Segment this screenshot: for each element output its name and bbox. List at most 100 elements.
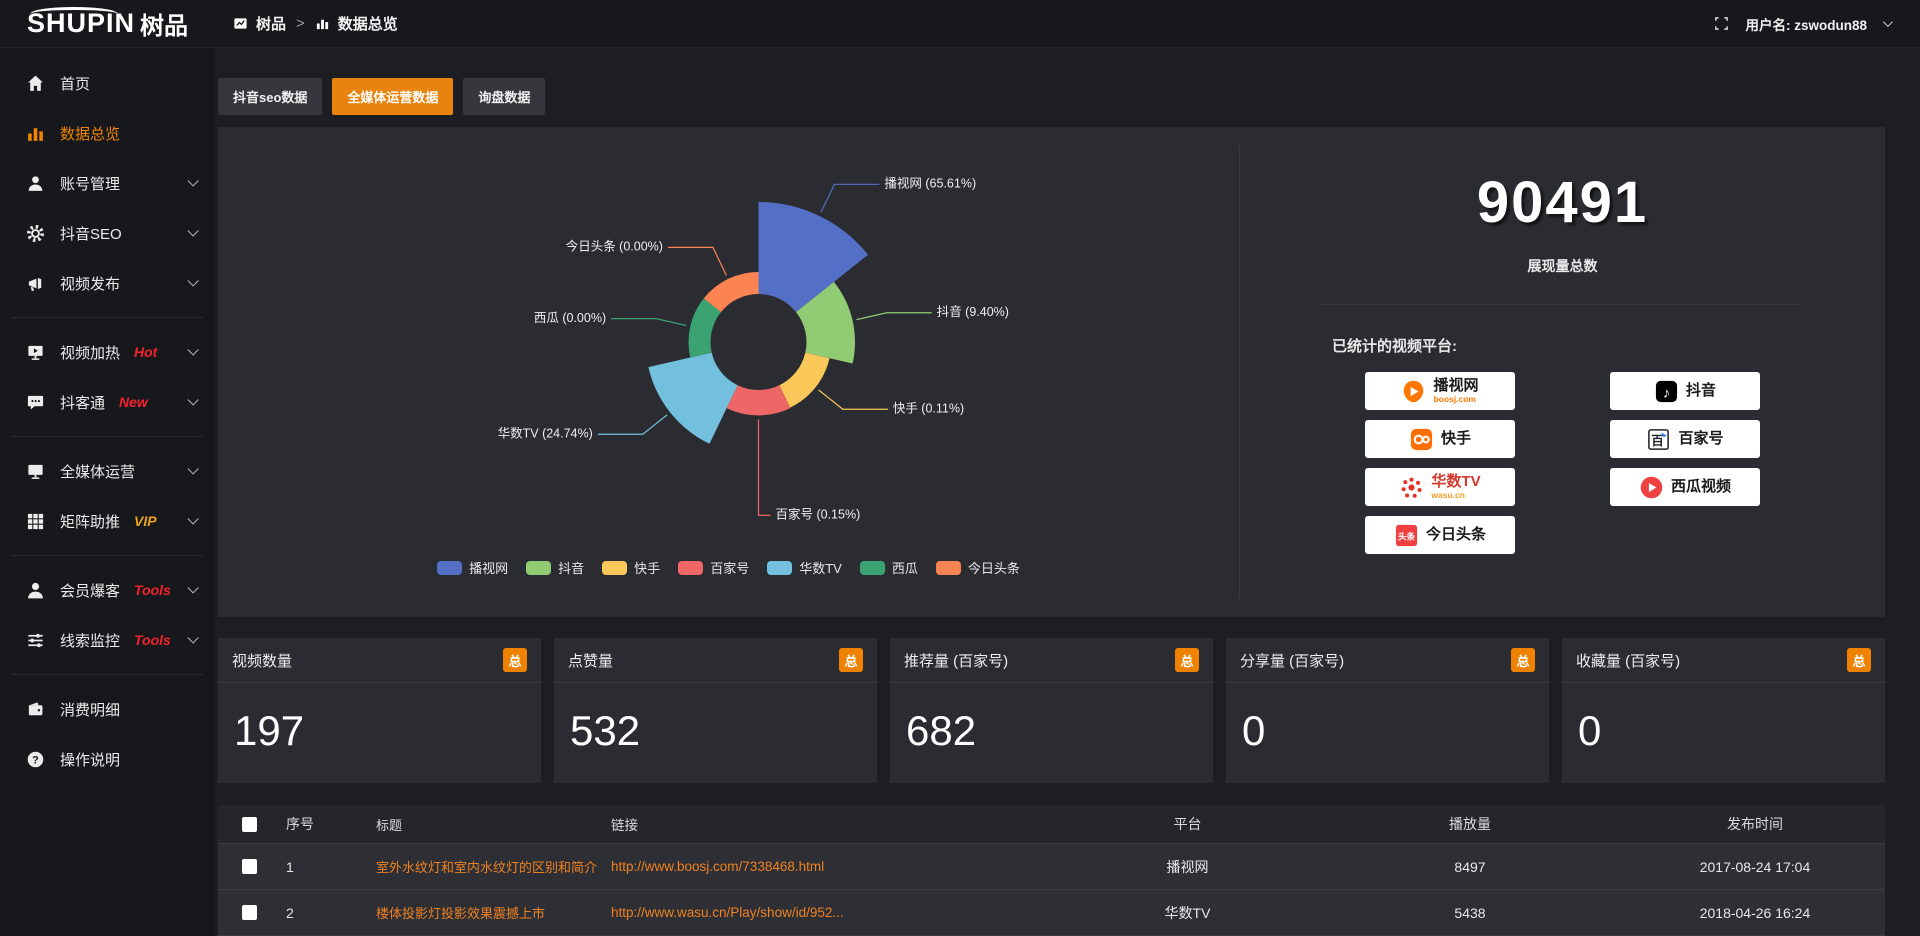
breadcrumb-root[interactable]: 树品 (256, 16, 287, 33)
cell-url-link[interactable]: http://www.wasu.cn/Play/show/id/952... (611, 905, 844, 920)
legend-label: 今日头条 (967, 561, 1020, 576)
legend-item[interactable]: 今日头条 (935, 558, 1020, 577)
col-seq: 序号 (286, 816, 314, 832)
label-line (818, 389, 888, 410)
pie-slice-百家号[interactable] (726, 385, 791, 416)
pie-label: 华数TV (24.74%) (498, 426, 593, 441)
douyin-logo-icon: ♪ (1654, 379, 1679, 404)
pie-slice-西瓜[interactable] (688, 298, 721, 358)
sidebar-item-16[interactable]: ? 操作说明 (0, 734, 215, 784)
platform-name: 快手 (1440, 429, 1471, 447)
pie-slice-今日头条[interactable] (703, 272, 759, 313)
legend-item[interactable]: 快手 (602, 558, 660, 577)
svg-text:♪: ♪ (1663, 385, 1670, 401)
total-badge: 总 (1847, 648, 1871, 672)
svg-text:?: ? (32, 754, 39, 766)
pie-label: 快手 (0.11%) (893, 402, 964, 416)
overview-panel: 播视网 (65.61%) 抖音 (9.40%) 快手 (0.11%) 百家号 (0.1… (218, 127, 1885, 617)
chevron-down-icon[interactable] (1882, 17, 1893, 28)
sidebar-item-6[interactable]: 视频加热 Hot (0, 327, 215, 377)
pie-label: 抖音 (9.40%) (937, 304, 1009, 319)
stat-card-label: 收藏量 (百家号) (1576, 652, 1681, 670)
legend-label: 播视网 (469, 561, 509, 576)
screen-icon (26, 343, 45, 362)
data-tabs: 抖音seo数据 全媒体运营数据 询盘数据 (218, 78, 1885, 115)
sidebar-item-2[interactable]: 账号管理 (0, 158, 215, 208)
logo-arc (30, 7, 118, 21)
username-label[interactable]: 用户名: zswodun88 (1745, 17, 1867, 33)
stat-card-label: 视频数量 (232, 652, 293, 670)
platform-name: 华数TV (1431, 473, 1481, 491)
legend-label: 抖音 (558, 561, 585, 576)
table-row-1: 2 楼体投影灯投影效果震撼上市 http://www.wasu.cn/Play/… (218, 889, 1885, 935)
app-logo[interactable]: SHUPIN 树品 (0, 6, 215, 41)
legend-item[interactable]: 西瓜 (859, 558, 918, 577)
stat-card-label: 分享量 (百家号) (1240, 652, 1345, 670)
tab-0[interactable]: 抖音seo数据 (218, 78, 323, 115)
toutiao-logo-icon: 头条 (1394, 523, 1419, 548)
pie-label: 西瓜 (0.00%) (534, 311, 606, 325)
legend-label: 快手 (634, 561, 661, 576)
table-row-0: 1 室外水纹灯和室内水纹灯的区别和简介 http://www.boosj.com… (218, 843, 1885, 889)
sidebar-item-9[interactable]: 全媒体运营 (0, 446, 215, 496)
sidebar-item-7[interactable]: 抖客通 New (0, 377, 215, 427)
row-checkbox[interactable] (241, 859, 257, 874)
row-checkbox[interactable] (241, 905, 257, 920)
pie-slice-华数TV[interactable] (648, 352, 738, 444)
sidebar-item-15[interactable]: 消费明细 (0, 684, 215, 734)
sidebar-item-label: 消费明细 (60, 701, 121, 719)
summary-divider (1320, 304, 1800, 305)
cell-platform: 华数TV (1164, 904, 1211, 921)
chevron-down-icon (187, 225, 199, 237)
tab-1[interactable]: 全媒体运营数据 (332, 78, 454, 115)
select-all-checkbox[interactable] (241, 816, 257, 832)
breadcrumb-current[interactable]: 数据总览 (337, 16, 398, 33)
cell-url-link[interactable]: http://www.boosj.com/7338468.html (611, 859, 825, 874)
tab-2[interactable]: 询盘数据 (463, 78, 546, 115)
legend-item[interactable]: 抖音 (526, 558, 584, 577)
cell-title-link[interactable]: 楼体投影灯投影效果震撼上市 (376, 906, 546, 921)
sidebar-item-4[interactable]: 视频发布 (0, 258, 215, 308)
cell-platform: 播视网 (1166, 858, 1209, 875)
sidebar-item-13[interactable]: 线索监控 Tools (0, 615, 215, 665)
sidebar-item-12[interactable]: 会员爆客 Tools (0, 565, 215, 615)
total-badge: 总 (503, 648, 527, 672)
sidebar-item-label: 视频加热 (60, 344, 121, 362)
main-content: 抖音seo数据 全媒体运营数据 询盘数据 播视网 (65.61%) 抖音 (9.40%… (215, 0, 1920, 936)
pie-slice-抖音[interactable] (796, 281, 855, 364)
sidebar-item-10[interactable]: 矩阵助推 VIP (0, 496, 215, 546)
stat-card-value: 0 (1242, 707, 1266, 754)
sidebar-item-3[interactable]: 抖音SEO (0, 208, 215, 258)
total-impressions-label: 展现量总数 (1527, 258, 1598, 274)
fullscreen-icon[interactable] (1714, 16, 1729, 31)
stat-card-value: 0 (1578, 707, 1602, 754)
col-plays: 播放量 (1449, 816, 1491, 832)
col-published: 发布时间 (1727, 816, 1783, 832)
sidebar-divider (12, 674, 203, 675)
panel-divider (1239, 145, 1240, 599)
sidebar-badge: VIP (134, 513, 157, 529)
sidebar-item-label: 抖客通 (60, 394, 106, 412)
rose-chart-svg: 播视网 (65.61%) 抖音 (9.40%) 快手 (0.11%) 百家号 (0.1… (498, 176, 1009, 522)
legend-item[interactable]: 播视网 (437, 558, 508, 577)
pie-slice-快手[interactable] (779, 352, 830, 408)
legend-item[interactable]: 华数TV (767, 558, 842, 577)
wallet-icon (26, 700, 45, 719)
legend-item[interactable]: 百家号 (678, 558, 749, 577)
sidebar-item-0[interactable]: 首页 (0, 58, 215, 108)
chevron-down-icon (187, 275, 199, 287)
total-badge: 总 (1175, 648, 1199, 672)
cell-seq: 1 (286, 858, 294, 875)
sidebar-item-label: 全媒体运营 (60, 463, 136, 481)
topbar: SHUPIN 树品 树品 > 数据总览 用户名: zswodun88 (0, 0, 1920, 48)
cell-title-link[interactable]: 室外水纹灯和室内水纹灯的区别和简介 (376, 860, 598, 875)
sidebar-item-1[interactable]: 数据总览 (0, 108, 215, 158)
pie-slice-播视网[interactable] (758, 202, 868, 313)
platforms-grid: 播视网 boosj.com ♪ 抖音 快手 百 百家号 华数TV wasu.cn (1240, 372, 1885, 554)
sidebar-item-label: 矩阵助推 (60, 513, 121, 531)
chart-legend: 播视网 抖音 快手 百家号 华数TV 西瓜 今日头条 (218, 558, 1239, 577)
pie-label: 今日头条 (0.00%) (566, 239, 663, 254)
logo-text-cn: 树品 (140, 13, 188, 40)
platform-name: 百家号 (1678, 429, 1724, 447)
sidebar-divider (12, 555, 203, 556)
